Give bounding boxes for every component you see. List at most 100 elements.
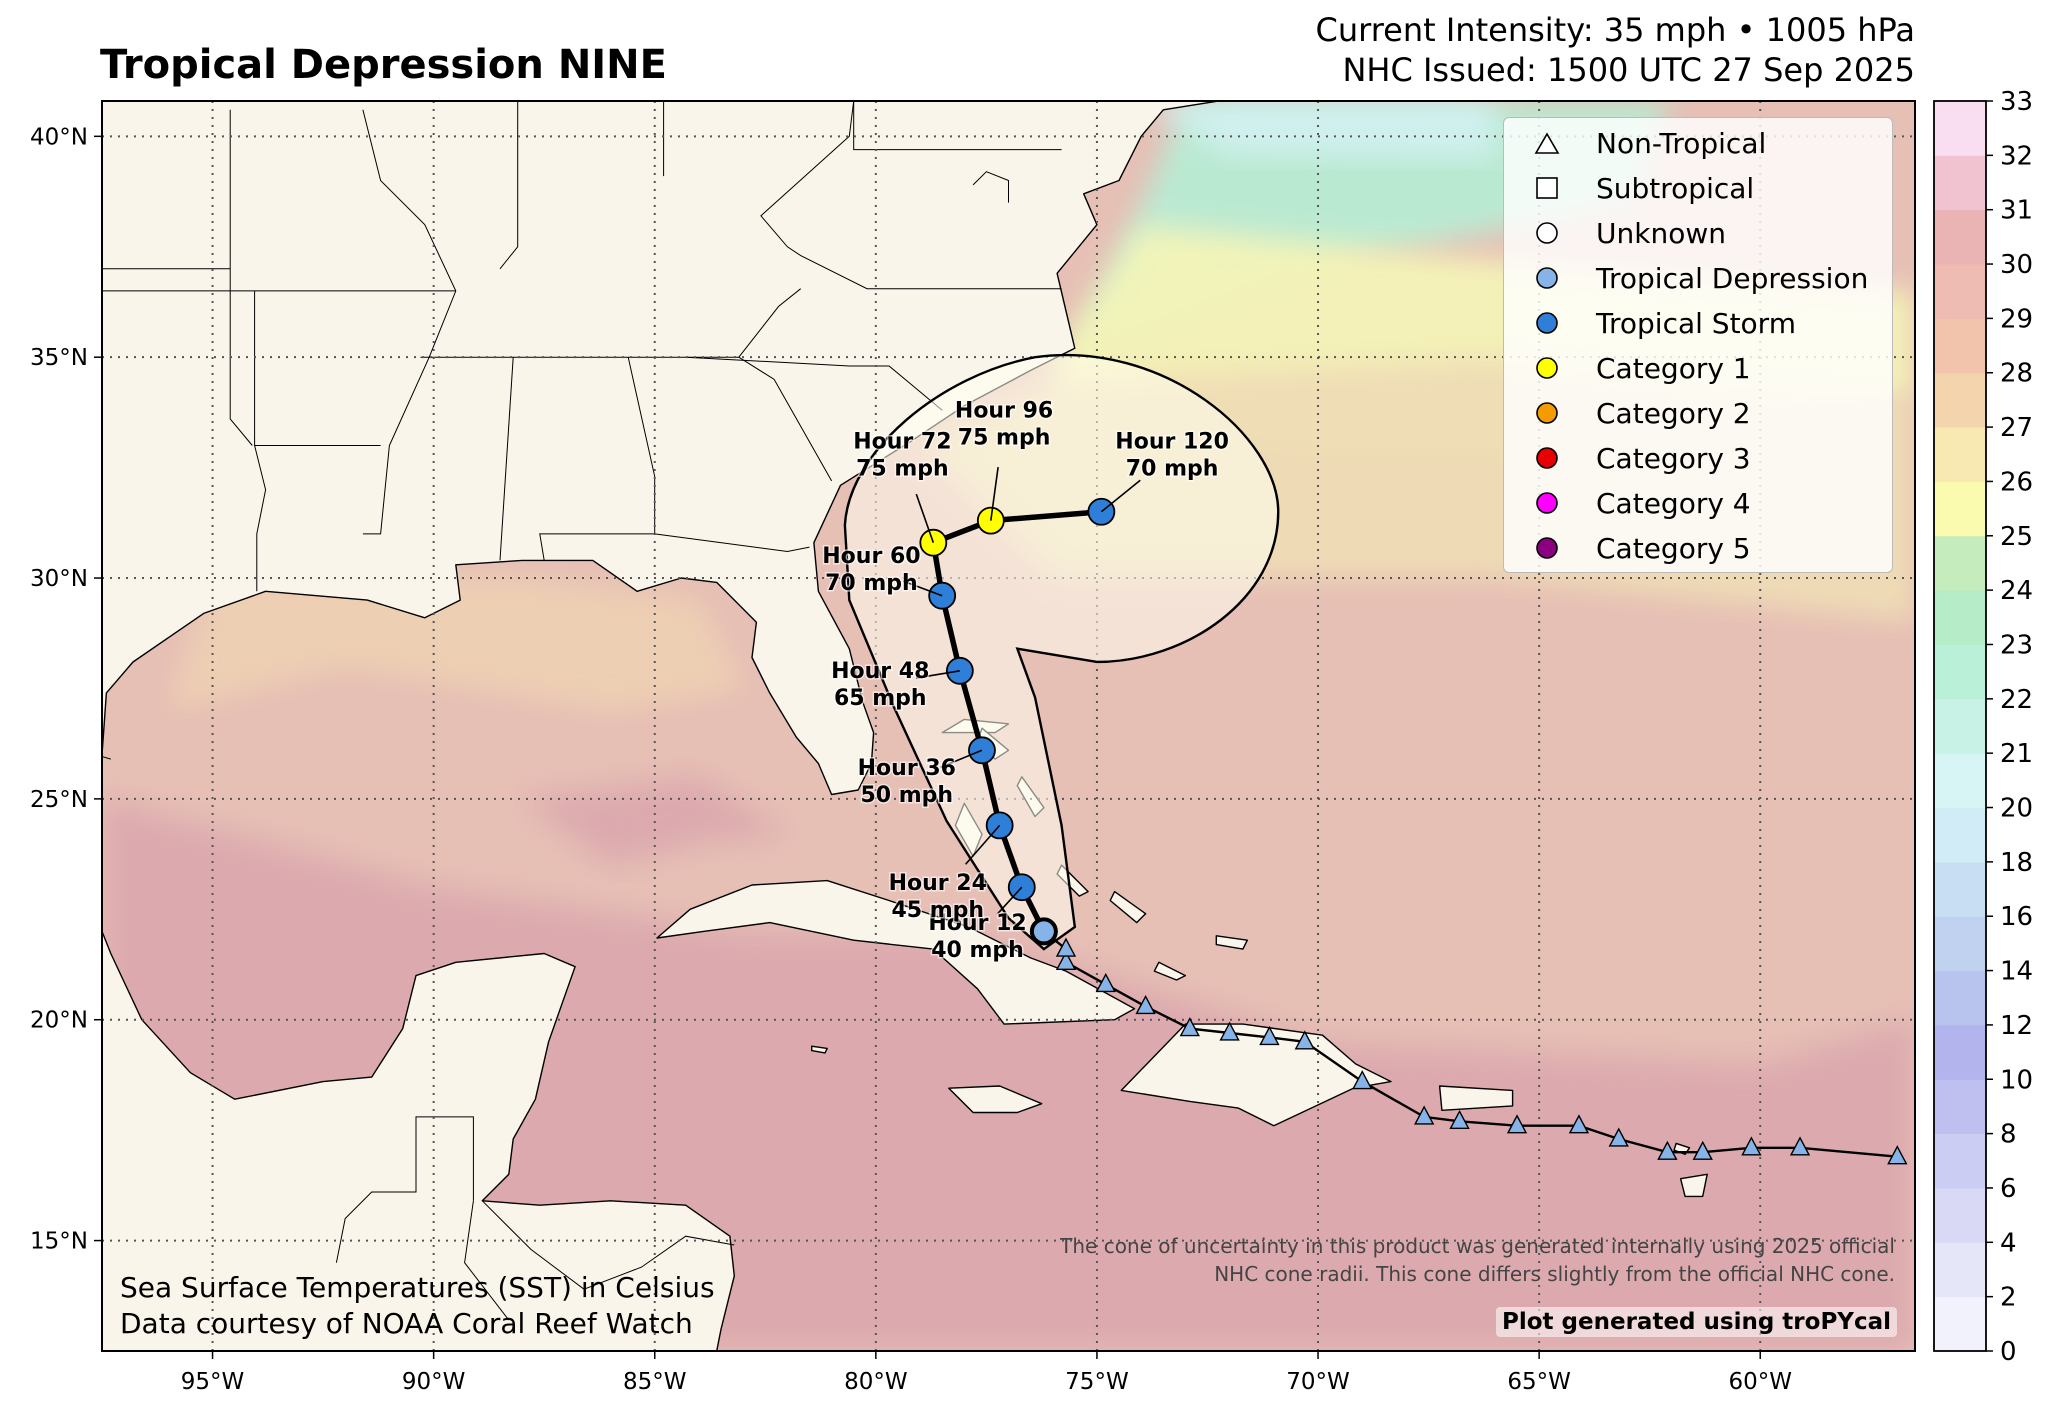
colorbar-tick-label: 27: [2000, 413, 2033, 443]
sst-colorbar: 0246810121416182021222324252627282930313…: [1933, 87, 2033, 1367]
boundary-line: [499, 101, 519, 270]
land-polygon: [1438, 1085, 1514, 1112]
colorbar-segment: [1934, 807, 1986, 863]
past-track-marker: [1657, 1140, 1678, 1160]
land-polygon: [1153, 961, 1187, 981]
boundary-line: [102, 755, 111, 760]
circle-icon: [1532, 533, 1562, 563]
colorbar-tick-label: 29: [2000, 304, 2033, 334]
colorbar-segment: [1934, 481, 1986, 537]
forecast-label: Hour 12 40 mph: [928, 911, 1026, 963]
colorbar-segment: [1934, 970, 1986, 1026]
legend-item-category-5: Category 5: [1532, 528, 1751, 568]
map-title: Tropical Depression NINE: [100, 42, 667, 88]
lon-tick-label: 75°W: [1065, 1369, 1129, 1395]
colorbar-segment: [1934, 590, 1986, 645]
past-track-marker: [1294, 1030, 1315, 1050]
colorbar-segment: [1934, 916, 1986, 972]
colorbar-tick-label: 33: [2000, 87, 2033, 117]
lon-tick-label: 80°W: [844, 1369, 908, 1395]
past-track-marker: [1055, 937, 1077, 957]
forecast-label-line: 75 mph: [958, 425, 1051, 450]
colorbar-segment: [1934, 1187, 1986, 1243]
circle-icon: [1532, 218, 1562, 248]
land-polygon: [656, 879, 1136, 1025]
colorbar-tick-label: 2: [2000, 1283, 2017, 1313]
colorbar-tick-label: 24: [2000, 576, 2033, 606]
label-leader-line: [965, 824, 1001, 865]
colorbar-tick-label: 12: [2000, 1011, 2033, 1041]
forecast-label-line: 65 mph: [834, 686, 927, 711]
land-masses: [102, 101, 1708, 1351]
circle-icon: [1532, 398, 1562, 428]
colorbar-segment: [1934, 1242, 1986, 1298]
legend-item-category-3: Category 3: [1532, 438, 1751, 478]
past-track-marker: [1352, 1070, 1373, 1090]
colorbar-segment: [1934, 372, 1986, 428]
lat-tick-label: 35°N: [30, 345, 88, 371]
boundary-line: [362, 109, 457, 535]
colorbar-segment: [1934, 1079, 1986, 1135]
colorbar-segment: [1934, 427, 1986, 482]
legend-label: Category 4: [1596, 486, 1751, 520]
label-leader-line: [915, 669, 960, 679]
colorbar-tick-label: 14: [2000, 957, 2033, 987]
boundary-line: [654, 533, 810, 553]
forecast-label-line: 50 mph: [860, 783, 953, 808]
legend-item-category-2: Category 2: [1532, 393, 1751, 433]
label-leader-line: [915, 493, 935, 543]
boundary-line: [685, 356, 943, 411]
forecast-label-line: Hour 24: [889, 871, 987, 896]
forecast-label-line: Hour 36: [858, 756, 956, 781]
forecast-label-line: Hour 96: [955, 398, 1053, 423]
legend-label: Tropical Depression: [1596, 261, 1869, 295]
colorbar-tick-label: 0: [2000, 1337, 2017, 1367]
boundary-line: [420, 288, 802, 358]
colorbar-tick-label: 32: [2000, 141, 2033, 171]
forecast-label: Hour 96 75 mph: [955, 398, 1053, 450]
forecast-label: Hour 60 70 mph: [822, 544, 920, 596]
colorbar-segment: [1934, 101, 1986, 156]
legend-item-category-1: Category 1: [1532, 348, 1751, 388]
legend-label: Unknown: [1596, 216, 1726, 250]
circle-icon: [1532, 263, 1562, 293]
forecast-label: Hour 120 70 mph: [1115, 429, 1229, 481]
past-track-marker: [1414, 1105, 1435, 1125]
past-track-marker: [1449, 1109, 1470, 1130]
lat-tick-label: 25°N: [30, 787, 88, 813]
generated-by: Plot generated using troPYcal: [1496, 1307, 1897, 1337]
past-track-marker: [1506, 1114, 1528, 1134]
label-leader-line: [990, 467, 999, 521]
lon-tick-label: 85°W: [623, 1369, 687, 1395]
colorbar-segment: [1934, 1296, 1986, 1352]
label-leader-line: [902, 580, 943, 597]
current-intensity: Current Intensity: 35 mph • 1005 hPa: [1315, 11, 1916, 49]
past-track-marker: [1055, 950, 1077, 971]
forecast-label: Hour 24 45 mph: [889, 871, 987, 923]
forecast-label: Hour 48 65 mph: [831, 659, 929, 711]
forecast-label-line: 70 mph: [825, 571, 918, 596]
nhc-issued-time: NHC Issued: 1500 UTC 27 Sep 2025: [1342, 51, 1915, 89]
colorbar-tick-label: 18: [2000, 848, 2033, 878]
forecast-label-line: 45 mph: [891, 898, 984, 923]
past-track-marker: [1259, 1025, 1280, 1046]
land-polygon: [102, 101, 1364, 796]
map-frame: [101, 100, 1916, 1352]
forecast-label-line: Hour 48: [831, 659, 929, 684]
axis-ticks: 95°W 90°W 85°W 80°W 75°W 70°W 65°W 60°W 15°N 20°N…: [30, 124, 1792, 1395]
colorbar-segment: [1934, 535, 1986, 591]
colorbar-segment: [1934, 318, 1986, 374]
label-leader-line: [940, 749, 983, 769]
land-polygon: [948, 1085, 1043, 1114]
colorbar-tick-label: 22: [2000, 685, 2033, 715]
boundary-line: [499, 357, 514, 561]
past-track-marker: [1692, 1140, 1713, 1160]
forecast-label-line: Hour 60: [822, 544, 920, 569]
land-polygon: [102, 930, 735, 1351]
legend-item-tropical-storm: Tropical Storm: [1532, 303, 1796, 343]
legend-label: Category 5: [1596, 531, 1751, 565]
legend-label: Subtropical: [1596, 171, 1755, 205]
past-track-marker: [1179, 1017, 1200, 1037]
circle-icon: [1532, 308, 1562, 338]
